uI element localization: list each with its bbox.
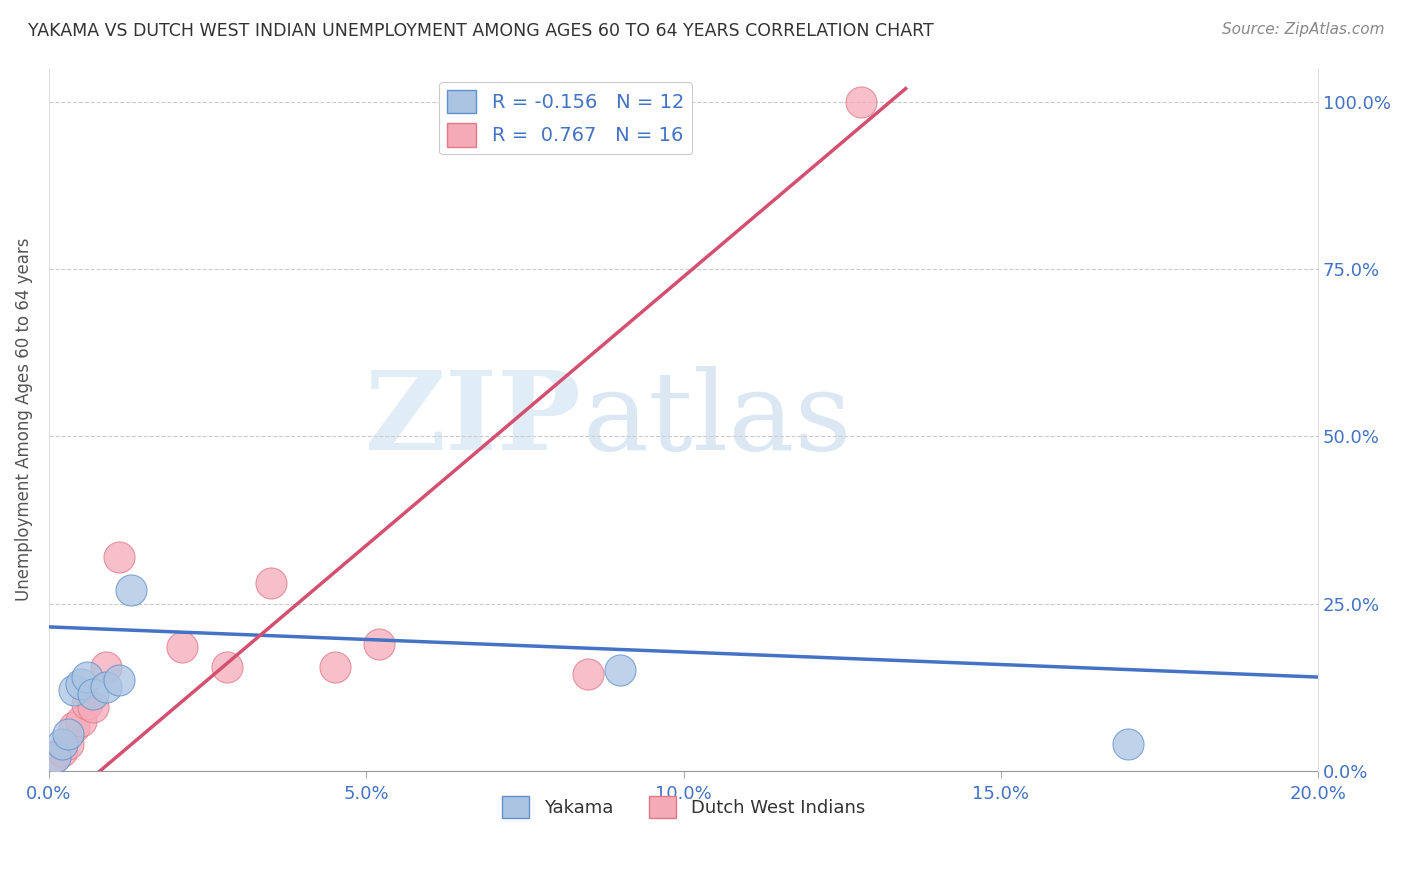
Point: [609, 664, 631, 678]
Point: [69, 677, 91, 691]
Y-axis label: Unemployment Among Ages 60 to 64 years: Unemployment Among Ages 60 to 64 years: [15, 238, 32, 601]
Point: [107, 673, 129, 688]
Point: [63, 720, 86, 734]
Point: [51, 744, 73, 758]
Point: [215, 660, 238, 674]
Point: [82, 687, 104, 701]
Text: YAKAMA VS DUTCH WEST INDIAN UNEMPLOYMENT AMONG AGES 60 TO 64 YEARS CORRELATION C: YAKAMA VS DUTCH WEST INDIAN UNEMPLOYMENT…: [28, 22, 934, 40]
Point: [323, 660, 346, 674]
Text: ZIP: ZIP: [366, 366, 582, 473]
Point: [851, 95, 873, 109]
Point: [94, 660, 117, 674]
Point: [51, 737, 73, 751]
Point: [44, 750, 66, 764]
Point: [76, 670, 98, 684]
Point: [56, 727, 79, 741]
Point: [76, 697, 98, 711]
Text: Source: ZipAtlas.com: Source: ZipAtlas.com: [1222, 22, 1385, 37]
Point: [368, 637, 391, 651]
Point: [69, 714, 91, 728]
Text: atlas: atlas: [582, 366, 852, 473]
Legend: Yakama, Dutch West Indians: Yakama, Dutch West Indians: [495, 789, 872, 825]
Point: [63, 683, 86, 698]
Point: [121, 583, 143, 598]
Point: [82, 700, 104, 714]
Point: [172, 640, 194, 654]
Point: [94, 680, 117, 694]
Point: [576, 666, 599, 681]
Point: [107, 549, 129, 564]
Point: [56, 737, 79, 751]
Point: [1116, 737, 1139, 751]
Point: [260, 576, 283, 591]
Point: [44, 750, 66, 764]
